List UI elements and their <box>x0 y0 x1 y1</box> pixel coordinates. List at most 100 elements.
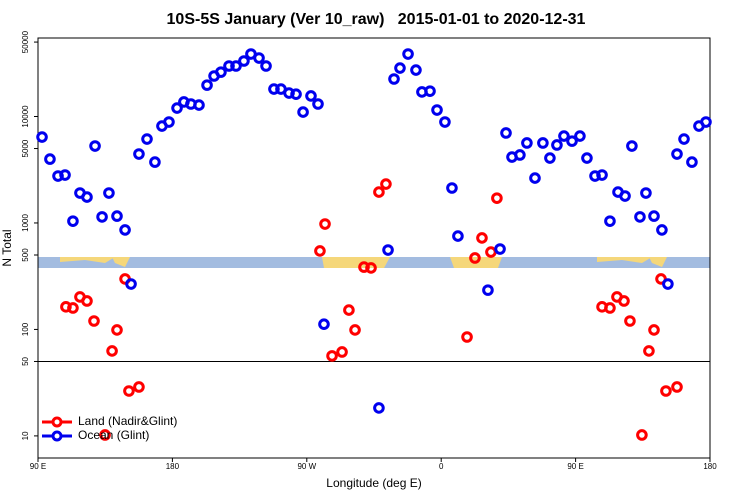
point <box>67 302 79 314</box>
point <box>290 88 302 100</box>
y-tick-label: 100 <box>21 322 30 336</box>
point <box>402 48 414 60</box>
point <box>343 304 355 316</box>
point <box>648 324 660 336</box>
x-tick-label: 90 E <box>30 462 46 471</box>
point <box>388 73 400 85</box>
point <box>201 79 213 91</box>
point <box>662 278 674 290</box>
point <box>133 381 145 393</box>
point <box>469 252 481 264</box>
point <box>619 190 631 202</box>
point <box>482 284 494 296</box>
y-tick-label: 5000 <box>21 139 30 157</box>
point <box>581 152 593 164</box>
point <box>305 90 317 102</box>
point <box>656 224 668 236</box>
point <box>133 148 145 160</box>
point <box>424 85 436 97</box>
point <box>521 137 533 149</box>
point <box>59 169 71 181</box>
x-tick-label: 0 <box>439 462 444 471</box>
point <box>123 385 135 397</box>
point <box>373 186 385 198</box>
point <box>574 130 586 142</box>
point <box>558 130 570 142</box>
point <box>494 243 506 255</box>
point <box>380 178 392 190</box>
point <box>485 246 497 258</box>
point <box>544 152 556 164</box>
point <box>596 169 608 181</box>
point <box>193 99 205 111</box>
point <box>618 295 630 307</box>
point <box>44 153 56 165</box>
x-tick-label: 90 W <box>297 462 316 471</box>
y-tick-label: 50 <box>21 356 30 365</box>
point <box>36 131 48 143</box>
point <box>81 191 93 203</box>
point <box>312 98 324 110</box>
point <box>431 104 443 116</box>
point <box>394 62 406 74</box>
x-tick-label: 180 <box>166 462 180 471</box>
point <box>125 278 137 290</box>
point <box>230 60 242 72</box>
legend-marker <box>51 416 63 428</box>
point <box>537 137 549 149</box>
point <box>648 210 660 222</box>
point <box>640 187 652 199</box>
point <box>171 102 183 114</box>
point <box>106 345 118 357</box>
point <box>604 302 616 314</box>
point <box>260 60 272 72</box>
point <box>365 262 377 274</box>
point <box>439 116 451 128</box>
y-axis-label: N Total <box>0 229 14 266</box>
x-tick-label: 90 E <box>567 462 583 471</box>
point <box>410 64 422 76</box>
point <box>349 324 361 336</box>
point <box>461 331 473 343</box>
point <box>373 402 385 414</box>
point <box>678 133 690 145</box>
point <box>111 210 123 222</box>
point <box>626 140 638 152</box>
point <box>111 324 123 336</box>
point <box>326 350 338 362</box>
legend-marker <box>51 430 63 442</box>
point <box>686 156 698 168</box>
point <box>452 230 464 242</box>
legend-label: Land (Nadir&Glint) <box>78 414 177 428</box>
point <box>336 346 348 358</box>
point <box>215 66 227 78</box>
point <box>149 156 161 168</box>
point <box>297 106 309 118</box>
point <box>358 261 370 273</box>
point <box>141 133 153 145</box>
y-tick-label: 50000 <box>21 30 30 53</box>
point <box>88 315 100 327</box>
point <box>268 83 280 95</box>
point <box>99 429 111 441</box>
point <box>624 315 636 327</box>
point <box>671 381 683 393</box>
point <box>446 182 458 194</box>
point <box>238 55 250 67</box>
point <box>636 429 648 441</box>
point <box>551 139 563 151</box>
x-axis-label: Longitude (deg E) <box>326 476 421 490</box>
point <box>253 52 265 64</box>
point <box>660 385 672 397</box>
point <box>119 224 131 236</box>
y-tick-label: 10 <box>21 431 30 440</box>
point <box>491 192 503 204</box>
point <box>319 218 331 230</box>
point <box>476 232 488 244</box>
point <box>671 148 683 160</box>
point <box>643 345 655 357</box>
point <box>96 211 108 223</box>
y-tick-label: 500 <box>21 248 30 262</box>
legend-label: Ocean (Glint) <box>78 428 149 442</box>
